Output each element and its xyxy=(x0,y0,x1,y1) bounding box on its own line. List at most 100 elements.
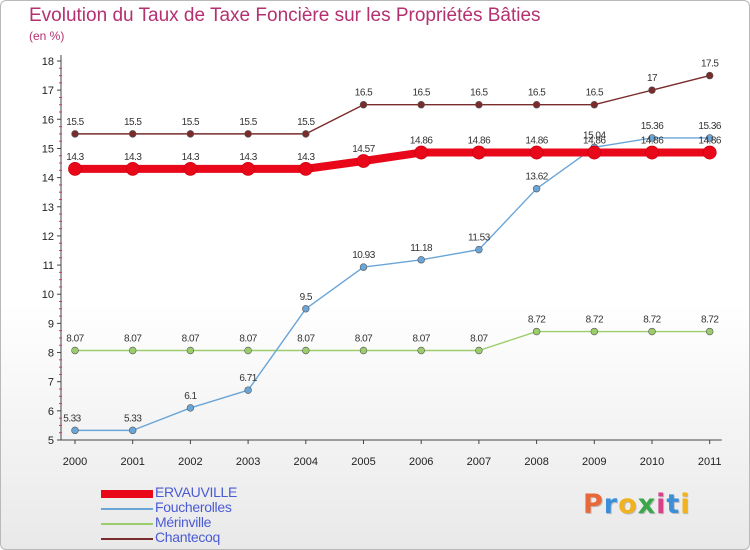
x-tick-label: 2011 xyxy=(698,456,722,468)
data-label: 8.72 xyxy=(586,315,604,326)
data-label: 8.07 xyxy=(355,333,373,344)
data-point xyxy=(532,327,541,336)
data-label: 14.86 xyxy=(410,136,433,147)
data-label: 8.07 xyxy=(239,333,257,344)
data-point xyxy=(359,346,368,355)
logo-letter: o xyxy=(618,489,638,520)
logo-letter: x xyxy=(637,489,657,520)
x-tick-label: 2007 xyxy=(467,456,491,468)
data-point xyxy=(186,404,195,412)
chart-unit: (en %) xyxy=(29,29,65,43)
data-point xyxy=(705,134,714,142)
data-label: 14.57 xyxy=(352,144,375,155)
legend-label: Foucherolles xyxy=(155,499,232,515)
data-label: 16.5 xyxy=(412,88,430,99)
y-tick-label: 6 xyxy=(48,406,54,418)
legend-swatch xyxy=(101,538,153,540)
y-tick-label: 13 xyxy=(42,202,54,214)
data-label: 15.36 xyxy=(641,121,664,132)
data-label: 16.5 xyxy=(355,88,373,99)
data-label: 14.3 xyxy=(297,152,315,163)
data-label: 14.86 xyxy=(698,136,721,147)
series-line-chantecoq xyxy=(74,74,711,135)
data-label: 14.3 xyxy=(124,152,142,163)
data-label: 14.86 xyxy=(583,136,606,147)
data-label: 8.07 xyxy=(470,333,488,344)
data-label: 10.93 xyxy=(352,250,375,261)
data-label: 14.3 xyxy=(66,152,84,163)
series-line-ervauville xyxy=(71,148,714,173)
x-tick-label: 2000 xyxy=(63,456,87,468)
data-point xyxy=(532,184,541,193)
x-tick-label: 2004 xyxy=(294,456,318,468)
data-label: 17 xyxy=(647,73,658,84)
logo-letter: P xyxy=(583,489,604,520)
data-label: 17.5 xyxy=(701,59,719,70)
legend-swatch xyxy=(101,523,153,525)
data-point xyxy=(590,101,598,109)
data-label: 5.33 xyxy=(63,413,81,424)
data-label: 11.18 xyxy=(410,243,433,254)
data-label: 14.86 xyxy=(468,136,491,147)
legend-label: Chantecoq xyxy=(155,529,221,545)
data-point xyxy=(705,327,714,336)
data-point xyxy=(359,263,368,271)
chart-title: Evolution du Taux de Taxe Foncière sur l… xyxy=(29,5,541,26)
x-tick-label: 2008 xyxy=(524,456,548,468)
data-point xyxy=(71,130,79,138)
data-point xyxy=(648,327,656,336)
data-label: 15.5 xyxy=(124,117,142,128)
data-point xyxy=(241,161,256,176)
logo-letter: i xyxy=(656,489,667,520)
data-label: 5.33 xyxy=(124,413,142,424)
data-label: 14.86 xyxy=(525,136,548,147)
legend-label: ERVAUVILLE xyxy=(155,484,238,500)
logo-letter: i xyxy=(680,489,691,520)
data-label: 15.5 xyxy=(182,117,200,128)
data-point xyxy=(702,145,717,160)
data-point xyxy=(532,101,541,109)
data-label: 9.5 xyxy=(300,292,313,303)
data-point xyxy=(705,71,714,80)
data-point xyxy=(475,346,483,355)
data-label: 8.72 xyxy=(701,315,719,326)
data-label: 6.1 xyxy=(184,391,197,402)
y-tick-label: 5 xyxy=(48,435,54,447)
y-tick-label: 8 xyxy=(48,348,54,360)
data-point xyxy=(529,145,544,160)
data-label: 14.3 xyxy=(239,152,257,163)
data-label: 16.5 xyxy=(586,88,604,99)
data-point xyxy=(244,346,252,355)
y-tick-label: 18 xyxy=(42,56,54,68)
y-tick-label: 9 xyxy=(48,318,54,330)
data-point xyxy=(71,346,79,355)
data-label: 14.3 xyxy=(182,152,200,163)
data-point xyxy=(129,130,137,138)
x-tick-label: 2001 xyxy=(120,456,144,468)
data-label: 16.5 xyxy=(528,88,546,99)
data-point xyxy=(183,161,198,176)
data-point xyxy=(648,134,656,142)
data-point xyxy=(645,145,659,160)
data-label: 15.36 xyxy=(698,121,721,132)
legend-swatch xyxy=(101,508,153,510)
data-label: 8.07 xyxy=(297,333,315,344)
data-point xyxy=(129,346,137,355)
data-label: 16.5 xyxy=(470,88,488,99)
data-point xyxy=(471,145,486,160)
y-tick-label: 12 xyxy=(42,231,54,243)
logo-letter: r xyxy=(603,489,619,520)
data-point xyxy=(244,130,252,138)
y-tick-label: 11 xyxy=(43,260,54,272)
legend-label: Mérinville xyxy=(155,514,212,530)
data-point xyxy=(359,101,368,109)
data-label: 15.5 xyxy=(297,117,315,128)
data-point xyxy=(356,154,371,168)
data-label: 13.62 xyxy=(525,172,548,183)
data-point xyxy=(186,130,195,138)
data-point xyxy=(590,327,598,336)
data-label: 8.07 xyxy=(182,333,200,344)
data-label: 14.86 xyxy=(641,136,664,147)
